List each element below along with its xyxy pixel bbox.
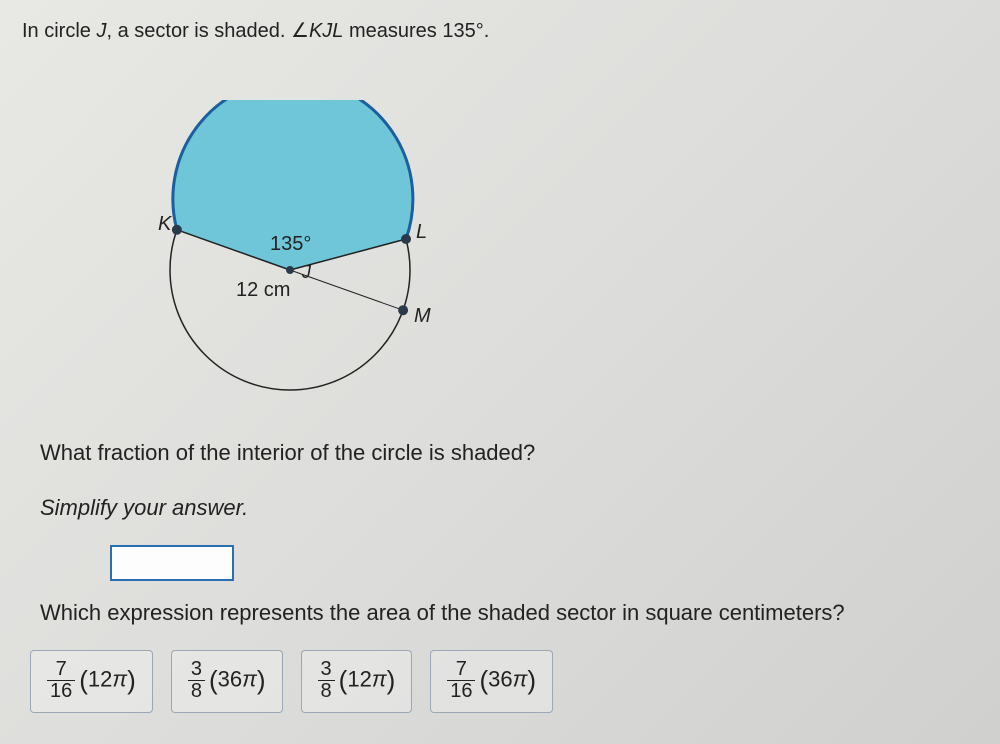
choice-a-fraction: 7 16 xyxy=(47,659,75,702)
label-m: M xyxy=(414,305,431,327)
point-j xyxy=(286,266,294,274)
choice-c-den: 8 xyxy=(318,681,335,702)
open-paren-icon: ( xyxy=(209,665,218,695)
choice-a-den: 16 xyxy=(47,681,75,702)
choice-a-num: 7 xyxy=(47,659,75,681)
problem-statement: In circle J, a sector is shaded. ∠KJL me… xyxy=(22,18,489,43)
choice-a-inner: 12 xyxy=(88,666,112,691)
choice-d-inner: 36 xyxy=(488,666,512,691)
choice-b-inner: 36 xyxy=(218,666,242,691)
pi-symbol: π xyxy=(112,666,127,691)
choices-row: 7 16 (12π) 3 8 (36π) 3 8 (12π) 7 16 (36π… xyxy=(30,650,553,713)
angle-symbol: ∠ xyxy=(291,20,309,42)
angle-name: KJL xyxy=(309,20,343,42)
choice-d-fraction: 7 16 xyxy=(447,659,475,702)
problem-mid: , a sector is shaded. xyxy=(106,20,291,42)
circle-name: J xyxy=(96,20,106,42)
diagram-svg: K L M J 135° 12 cm xyxy=(140,100,460,400)
choice-b-fraction: 3 8 xyxy=(188,659,205,702)
pi-symbol: π xyxy=(242,666,257,691)
choice-d[interactable]: 7 16 (36π) xyxy=(430,650,553,713)
label-j: J xyxy=(301,262,312,282)
choice-b[interactable]: 3 8 (36π) xyxy=(171,650,283,713)
open-paren-icon: ( xyxy=(79,665,88,695)
choice-b-den: 8 xyxy=(188,681,205,702)
choice-a[interactable]: 7 16 (12π) xyxy=(30,650,153,713)
choice-d-den: 16 xyxy=(447,681,475,702)
close-paren-icon: ) xyxy=(387,665,396,695)
simplify-instruction: Simplify your answer. xyxy=(40,495,248,521)
problem-suffix: measures 135°. xyxy=(343,20,489,42)
close-paren-icon: ) xyxy=(127,665,136,695)
question-area-expression: Which expression represents the area of … xyxy=(40,600,845,626)
point-m xyxy=(398,305,408,315)
close-paren-icon: ) xyxy=(527,665,536,695)
label-l: L xyxy=(416,221,427,243)
open-paren-icon: ( xyxy=(479,665,488,695)
problem-prefix: In circle xyxy=(22,20,96,42)
answer-input[interactable] xyxy=(110,545,234,581)
choice-c-num: 3 xyxy=(318,659,335,681)
close-paren-icon: ) xyxy=(257,665,266,695)
pi-symbol: π xyxy=(372,666,387,691)
question-fraction: What fraction of the interior of the cir… xyxy=(40,440,535,466)
radius-label: 12 cm xyxy=(236,279,290,301)
circle-diagram: K L M J 135° 12 cm xyxy=(140,100,460,400)
pi-symbol: π xyxy=(513,666,528,691)
point-k xyxy=(172,225,182,235)
choice-d-num: 7 xyxy=(447,659,475,681)
choice-c[interactable]: 3 8 (12π) xyxy=(301,650,413,713)
angle-label: 135° xyxy=(270,233,311,255)
choice-c-fraction: 3 8 xyxy=(318,659,335,702)
label-k: K xyxy=(158,213,173,235)
choice-b-num: 3 xyxy=(188,659,205,681)
point-l xyxy=(401,234,411,244)
choice-c-inner: 12 xyxy=(347,666,371,691)
